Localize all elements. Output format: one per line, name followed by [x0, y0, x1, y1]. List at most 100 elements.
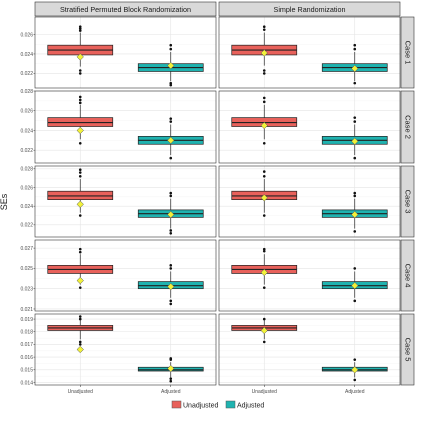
- column-strip: [218, 1, 401, 17]
- mean-marker-diamond: [167, 136, 175, 144]
- outlier-point: [262, 340, 266, 344]
- legend-label: Adjusted: [237, 403, 264, 410]
- mean-marker-diamond: [260, 49, 268, 57]
- mean-marker-diamond: [351, 366, 359, 374]
- mean-marker-diamond: [76, 345, 84, 354]
- row-strip: [400, 239, 415, 312]
- outlier-point: [78, 286, 82, 289]
- outlier-point: [169, 302, 173, 306]
- row-strip: [400, 313, 415, 386]
- panel-border: [218, 165, 401, 238]
- outlier-point: [353, 81, 357, 85]
- outlier-point: [169, 156, 173, 160]
- row-strip-label: Case 3: [404, 190, 413, 214]
- mean-marker-diamond: [76, 200, 84, 208]
- panel-border: [218, 90, 401, 164]
- box-unadjusted: [47, 25, 114, 75]
- mean-marker-diamond: [351, 281, 359, 290]
- outlier-point: [353, 47, 357, 51]
- x-tick-label: Unadjusted: [252, 389, 278, 395]
- column-strip-label: Simple Randomization: [274, 5, 346, 14]
- x-tick-label: Adjusted: [161, 389, 181, 395]
- outlier-point: [353, 191, 357, 195]
- panel-background: [35, 91, 216, 163]
- box-adjusted: [137, 357, 204, 383]
- outlier-point: [78, 168, 82, 172]
- column-strip: [34, 1, 217, 17]
- panel-grid: [35, 166, 216, 237]
- outlier-point: [78, 315, 82, 318]
- y-tick-label: 0.026: [20, 185, 33, 191]
- outlier-point: [169, 83, 173, 87]
- mean-marker-diamond: [260, 326, 268, 335]
- y-tick-label: 0.022: [20, 223, 33, 229]
- outlier-point: [78, 98, 82, 102]
- outlier-point: [262, 174, 266, 178]
- mean-marker-diamond: [167, 61, 175, 70]
- outlier-point: [262, 249, 266, 253]
- outlier-point: [262, 170, 266, 173]
- outlier-point: [169, 231, 173, 235]
- panel-border: [218, 239, 401, 312]
- box-unadjusted: [47, 315, 114, 354]
- outlier-point: [78, 174, 82, 178]
- y-tick-label: 0.019: [20, 317, 33, 323]
- y-tick-label: 0.024: [20, 128, 33, 134]
- box-adjusted: [137, 117, 204, 160]
- outlier-point: [169, 267, 173, 270]
- mean-marker-diamond: [260, 268, 268, 277]
- outlier-point: [353, 230, 357, 233]
- panel-grid: [219, 240, 400, 311]
- outlier-point: [78, 214, 82, 217]
- outlier-point: [353, 267, 357, 270]
- panel-background: [35, 314, 216, 385]
- y-tick-label: 0.026: [20, 109, 33, 115]
- row-strip-label: Case 5: [404, 338, 413, 362]
- y-tick-label: 0.016: [20, 355, 33, 361]
- mean-marker-diamond: [260, 194, 268, 202]
- outlier-point: [78, 95, 82, 99]
- outlier-point: [169, 357, 173, 360]
- mean-marker-diamond: [351, 210, 359, 219]
- outlier-point: [262, 247, 266, 251]
- outlier-point: [262, 72, 266, 75]
- outlier-point: [169, 191, 173, 195]
- legend-label: Unadjusted: [183, 403, 219, 410]
- box-unadjusted: [231, 25, 298, 75]
- outlier-point: [353, 156, 357, 160]
- outlier-point: [169, 299, 173, 303]
- y-tick-label: 0.017: [20, 342, 33, 348]
- outlier-point: [78, 72, 82, 75]
- row-strip-label: Case 1: [404, 41, 413, 65]
- outlier-point: [262, 286, 266, 289]
- outlier-point: [262, 100, 266, 104]
- y-tick-label: 0.024: [20, 52, 33, 58]
- mean-marker-diamond: [76, 276, 84, 285]
- outlier-point: [169, 117, 173, 120]
- mean-marker-diamond: [167, 283, 175, 291]
- outlier-point: [78, 27, 82, 30]
- outlier-point: [353, 378, 357, 382]
- outlier-point: [78, 25, 82, 29]
- box-adjusted: [321, 43, 388, 85]
- outlier-point: [169, 120, 173, 123]
- outlier-point: [169, 377, 173, 380]
- y-tick-label: 0.027: [20, 246, 33, 252]
- row-strip-label: Case 4: [404, 264, 413, 288]
- box-adjusted: [137, 191, 204, 235]
- outlier-point: [78, 343, 82, 346]
- panel-background: [219, 314, 400, 385]
- column-strip-label: Stratified Permuted Block Randomization: [60, 5, 191, 14]
- box-unadjusted: [47, 247, 114, 289]
- legend-swatch: [171, 400, 182, 409]
- box-unadjusted: [231, 247, 298, 289]
- box-unadjusted: [47, 168, 114, 217]
- mean-marker-diamond: [167, 210, 175, 219]
- box-unadjusted: [231, 96, 298, 145]
- mean-marker-diamond: [351, 64, 359, 73]
- legend-swatch: [225, 400, 236, 409]
- box-unadjusted: [231, 317, 298, 344]
- y-tick-label: 0.015: [20, 368, 33, 374]
- legend: Unadjusted Adjusted: [171, 400, 264, 410]
- panel-background: [35, 240, 216, 311]
